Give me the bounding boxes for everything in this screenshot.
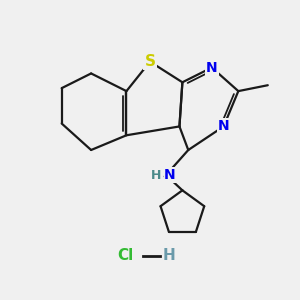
Text: S: S: [145, 54, 155, 69]
Text: N: N: [218, 119, 230, 134]
Text: H: H: [151, 169, 162, 182]
Text: Cl: Cl: [117, 248, 133, 263]
Text: N: N: [206, 61, 218, 75]
Text: H: H: [163, 248, 175, 263]
Text: N: N: [164, 168, 176, 182]
